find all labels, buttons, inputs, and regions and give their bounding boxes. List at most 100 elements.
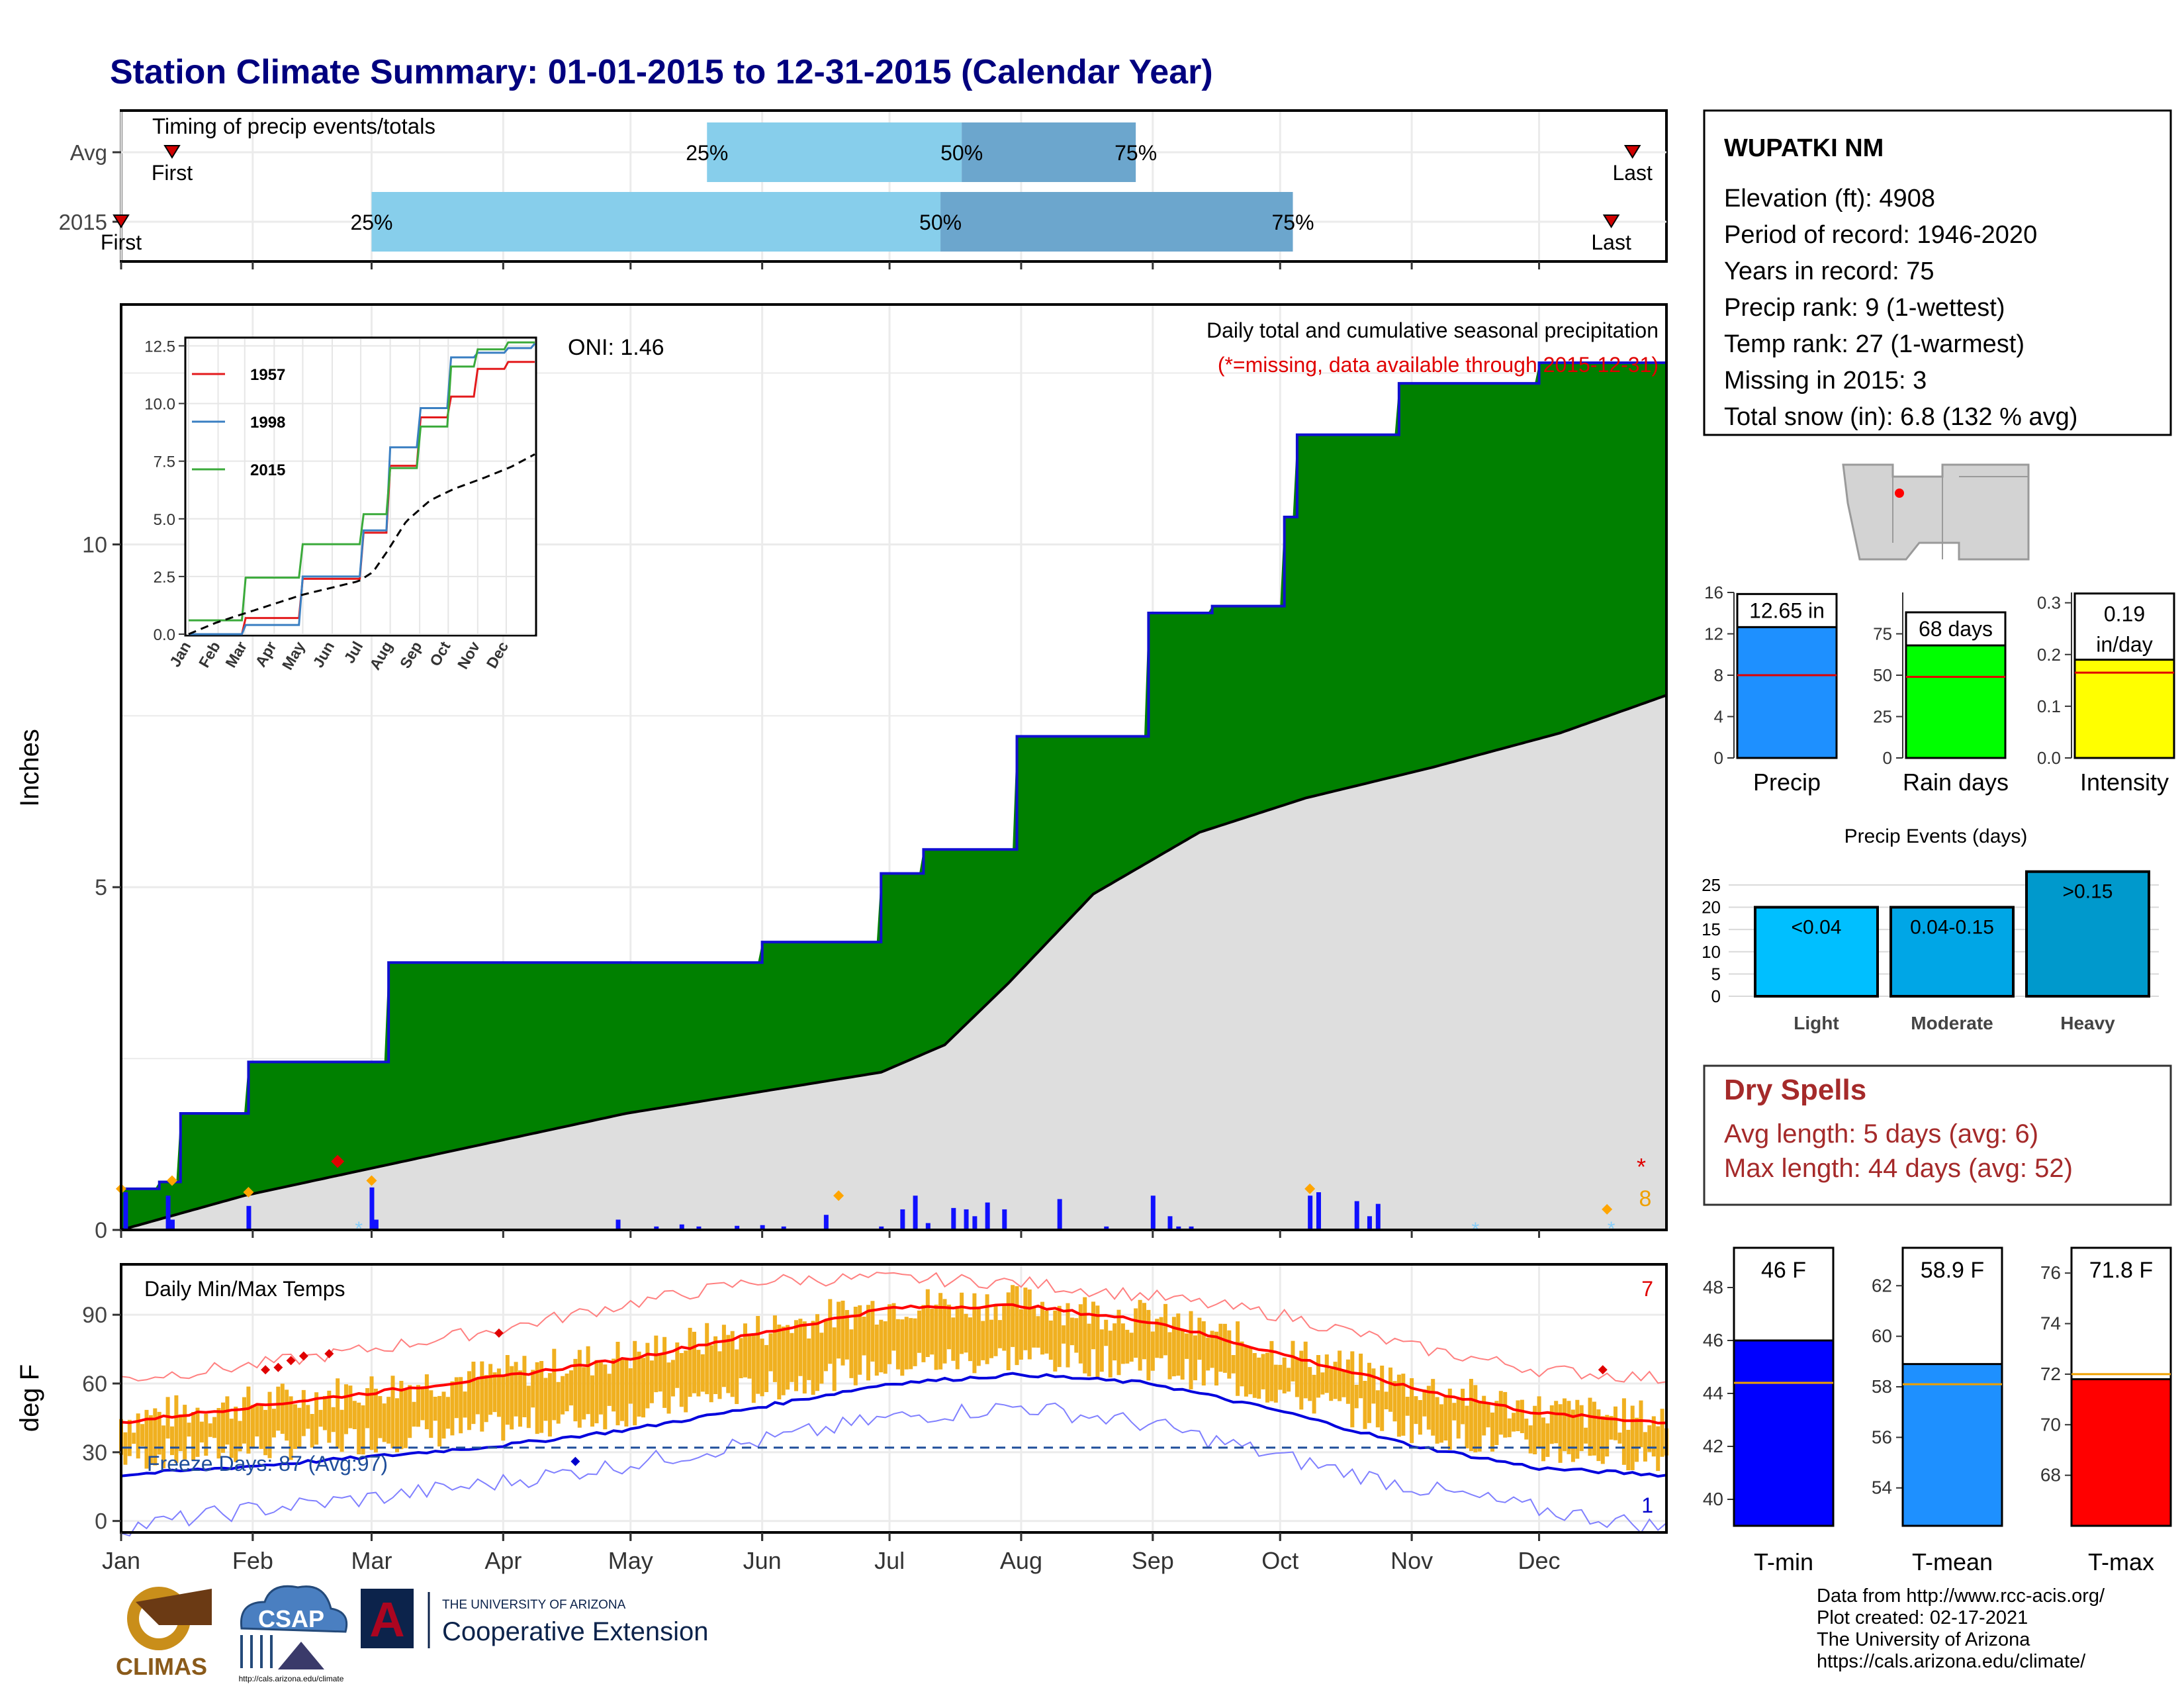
daily-precip-bar: [169, 1219, 175, 1230]
summary-ytick-label: 50: [1873, 665, 1892, 685]
precip-events-category-label: Light: [1794, 1013, 1839, 1033]
summary-ytick-label: 4: [1714, 707, 1723, 727]
average-cumulative-area: [121, 695, 1666, 1230]
daily-precip-bar: [1104, 1226, 1109, 1230]
precip-events-bar-label: <0.04: [1792, 917, 1842, 939]
timing-first-marker: [163, 145, 181, 159]
precip-events-bar-moderate: [1889, 906, 2015, 998]
precip-event-marker: [833, 1190, 844, 1201]
average-max-line: [120, 1303, 1667, 1425]
daily-precip-bar: [951, 1207, 956, 1230]
precip-event-marker: [1602, 1203, 1613, 1215]
timing-first-label: First: [152, 161, 193, 185]
temp-bar-t-min: [1733, 1339, 1835, 1527]
dry-spells-max: Max length: 44 days (avg: 52): [1724, 1154, 2073, 1183]
inset-legend-label: 2015: [250, 461, 285, 479]
summary-ytick-label: 0.0: [2037, 748, 2061, 768]
precip-ytick-label: 0: [95, 1218, 107, 1243]
daily-precip-bar: [781, 1226, 786, 1230]
daily-precip-bar: [823, 1215, 829, 1230]
timing-last-marker: [1623, 145, 1641, 159]
university-of-arizona-logo: A THE UNIVERSITY OF ARIZONA Cooperative …: [361, 1589, 708, 1648]
ua-letter: A: [369, 1592, 404, 1647]
csap-wordmark: CSAP: [258, 1605, 324, 1632]
summary-ytick-label: 8: [1714, 665, 1723, 685]
daily-precip-bar: [760, 1225, 765, 1230]
daily-precip-bar: [1367, 1216, 1372, 1230]
month-label-mar: Mar: [351, 1547, 392, 1574]
summary-value-box: [2073, 592, 2175, 661]
page-title: Station Climate Summary: 01-01-2015 to 1…: [110, 53, 1213, 91]
precip-events-bar-light: [1754, 906, 1879, 998]
month-label-aug: Aug: [1000, 1547, 1042, 1574]
csap-url: http://cals.arizona.edu/climate: [239, 1674, 344, 1683]
daily-precip-bar: [900, 1209, 905, 1230]
csap-cloud-shape: [240, 1585, 348, 1633]
temp-bar-ytick-label: 68: [2040, 1465, 2061, 1485]
dry-spells-box: Dry Spells Avg length: 5 days (avg: 6) M…: [1703, 1064, 2172, 1206]
timing-bar-q50-q75: [962, 122, 1136, 182]
freeze-days-label: Freeze Days: 87 (Avg:97): [147, 1452, 388, 1476]
daily-precip-bar: [735, 1225, 740, 1230]
temp-frame: [120, 1263, 1668, 1534]
record-high-marker: [286, 1356, 296, 1366]
oni-label: ONI: 1.46: [568, 335, 664, 360]
timing-bar-q25-q50: [371, 192, 941, 252]
month-label-oct: Oct: [1261, 1547, 1298, 1574]
temp-bar-ytick-label: 48: [1703, 1277, 1723, 1297]
precip-frame: [120, 303, 1668, 1231]
temp-bar-ytick-label: 44: [1703, 1383, 1723, 1403]
month-label-sep: Sep: [1132, 1547, 1174, 1574]
daily-precip-bar: [696, 1226, 702, 1230]
month-label-feb: Feb: [232, 1547, 273, 1574]
precip-event-marker: [1304, 1183, 1316, 1194]
climas-logo: CLIMAS: [116, 1587, 212, 1680]
footer-line: Plot created: 02-17-2021: [1817, 1607, 2028, 1628]
summary-value-label: 12.65 in: [1749, 598, 1825, 622]
daily-precip-bar: [1308, 1196, 1313, 1230]
precip-ylabel: Inches: [15, 729, 44, 807]
precip-events-bar-heavy: [2025, 870, 2150, 998]
temp-bar-ytick-label: 42: [1703, 1436, 1723, 1456]
daily-precip-bar: [654, 1226, 659, 1230]
inset-legend-label: 1998: [250, 414, 285, 432]
timing-row-label: Avg: [70, 140, 107, 165]
summary-ytick-label: 0: [1714, 748, 1723, 768]
precip-events-bar-label: 0.04-0.15: [1910, 917, 1994, 939]
month-axis: Jan Feb Mar Apr May Jun Jul Aug Sep Oct Nov Dec: [102, 1532, 1561, 1574]
record-high-marker: [1598, 1365, 1608, 1375]
month-label-apr: Apr: [484, 1547, 522, 1574]
timing-q75-label: 75%: [1271, 211, 1314, 234]
record-high-marker: [494, 1328, 504, 1338]
month-label-nov: Nov: [1390, 1547, 1433, 1574]
station-name: WUPATKI NM: [1724, 134, 1884, 162]
temp-bar-value-label: 71.8 F: [2089, 1258, 2153, 1283]
daily-precip-bar: [1167, 1216, 1173, 1230]
station-info-line: Period of record: 1946-2020: [1724, 221, 2037, 249]
station-info-box: WUPATKI NM Elevation (ft): 4908 Period of…: [1703, 109, 2172, 436]
month-label-jun: Jun: [743, 1547, 782, 1574]
temp-bar-value-label: 46 F: [1761, 1258, 1806, 1283]
climas-mesa-shape: [136, 1589, 212, 1625]
temp-bar-ytick-label: 54: [1872, 1477, 1892, 1498]
summary-bar-label: Precip: [1753, 769, 1821, 796]
temp-bar-value-label: 58.9 F: [1921, 1258, 1984, 1283]
daily-precip-bar: [913, 1196, 918, 1230]
summary-value-unit: in/day: [2096, 633, 2152, 657]
precip-events-title: Precip Events (days): [1844, 825, 2028, 847]
temp-bar-ytick-label: 74: [2040, 1313, 2061, 1334]
station-info-line: Years in record: 75: [1724, 258, 1934, 285]
temp-bar-ytick-label: 46: [1703, 1330, 1723, 1350]
record-min-line: [120, 1402, 1667, 1537]
csap-mountain-shape: [278, 1642, 324, 1669]
daily-precip-bar: [879, 1226, 884, 1230]
summary-bar-label: Rain days: [1903, 769, 2009, 796]
inset-ytick-label: 5.0: [154, 511, 175, 529]
ua-small-text: THE UNIVERSITY OF ARIZONA: [442, 1598, 626, 1612]
summary-bars: 0 4 8 12 16 12.65 in Precip 0 25 50 75 68 days Rain …: [1704, 583, 2175, 796]
inset-ytick-label: 2.5: [154, 569, 175, 586]
precip-events-ytick-label: 25: [1702, 875, 1721, 895]
temp-ytick-label: 0: [95, 1509, 107, 1534]
